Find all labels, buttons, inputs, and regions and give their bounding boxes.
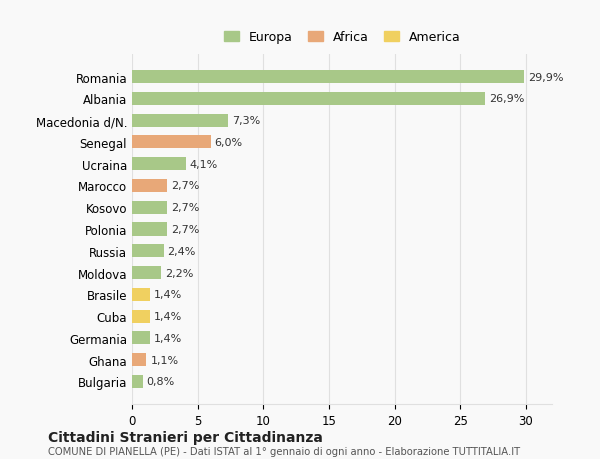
Text: 1,4%: 1,4% [154, 311, 182, 321]
Text: 29,9%: 29,9% [529, 73, 564, 83]
Bar [132, 288, 151, 301]
Bar [132, 353, 146, 366]
Text: 1,4%: 1,4% [154, 290, 182, 300]
Text: 2,4%: 2,4% [167, 246, 196, 256]
Bar [132, 179, 167, 193]
Legend: Europa, Africa, America: Europa, Africa, America [219, 27, 465, 50]
Bar [132, 375, 143, 388]
Bar [132, 136, 211, 149]
Text: 1,4%: 1,4% [154, 333, 182, 343]
Text: 26,9%: 26,9% [489, 94, 524, 104]
Bar [132, 245, 163, 258]
Bar [132, 223, 167, 236]
Text: 2,2%: 2,2% [165, 268, 193, 278]
Bar [132, 331, 151, 345]
Bar [132, 71, 524, 84]
Text: 2,7%: 2,7% [172, 203, 200, 213]
Text: 2,7%: 2,7% [172, 181, 200, 191]
Text: 6,0%: 6,0% [215, 138, 243, 148]
Bar [132, 201, 167, 214]
Bar [132, 93, 485, 106]
Bar [132, 310, 151, 323]
Text: Cittadini Stranieri per Cittadinanza: Cittadini Stranieri per Cittadinanza [48, 430, 323, 444]
Bar [132, 158, 186, 171]
Text: 2,7%: 2,7% [172, 224, 200, 235]
Bar [132, 114, 228, 128]
Text: 0,8%: 0,8% [146, 376, 175, 386]
Text: 4,1%: 4,1% [190, 159, 218, 169]
Text: 7,3%: 7,3% [232, 116, 260, 126]
Text: COMUNE DI PIANELLA (PE) - Dati ISTAT al 1° gennaio di ogni anno - Elaborazione T: COMUNE DI PIANELLA (PE) - Dati ISTAT al … [48, 447, 520, 456]
Bar [132, 266, 161, 280]
Text: 1,1%: 1,1% [151, 355, 179, 365]
